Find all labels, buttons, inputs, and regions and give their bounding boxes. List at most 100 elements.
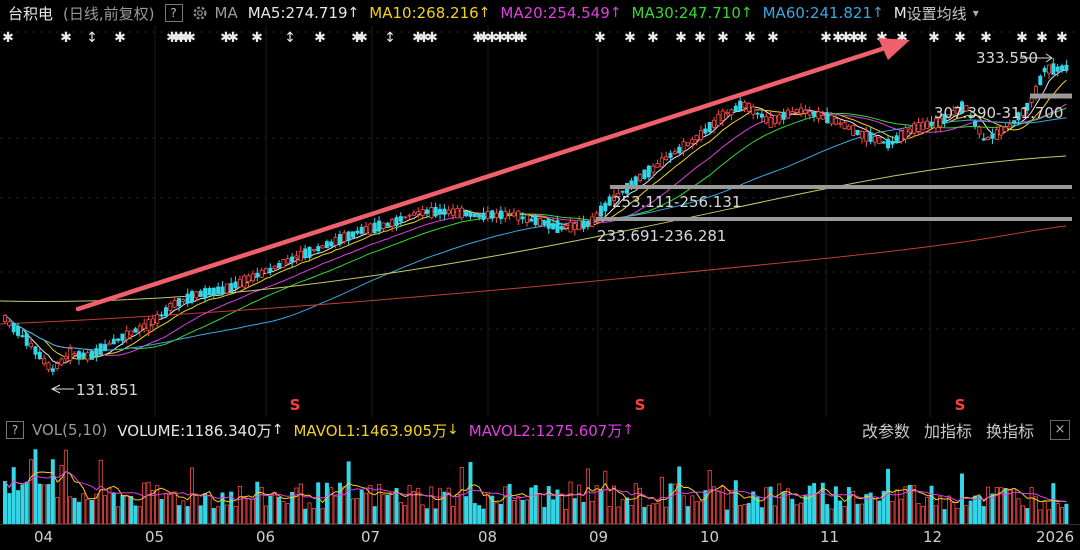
candle-body xyxy=(229,283,234,293)
volume-bar xyxy=(1051,483,1056,524)
volume-bar xyxy=(772,505,777,524)
volume-bar xyxy=(633,483,638,524)
candle-body xyxy=(638,174,643,181)
volume-ma-line xyxy=(4,470,1067,504)
volume-bar xyxy=(281,500,286,524)
volume-chart[interactable] xyxy=(0,443,1080,524)
volume-bar xyxy=(825,504,830,524)
candle-body xyxy=(333,237,338,246)
candle-body xyxy=(68,348,73,361)
volume-bar xyxy=(585,468,590,524)
x-tick-12: 12 xyxy=(923,528,943,546)
event-asterisk-icon: ✱ xyxy=(184,30,196,46)
candle-body xyxy=(620,190,625,193)
candle-body xyxy=(833,118,838,125)
candle-body xyxy=(651,165,656,173)
candle-body xyxy=(342,232,347,242)
volume-bar xyxy=(1060,507,1065,524)
candle-body xyxy=(999,126,1004,136)
candle-body xyxy=(190,291,195,303)
candle-body xyxy=(16,325,21,336)
candle-body xyxy=(433,206,438,217)
volume-bar xyxy=(272,491,277,524)
volume-bar xyxy=(603,470,608,524)
volume-bar xyxy=(385,494,390,524)
candle-body xyxy=(337,234,342,245)
candle-body xyxy=(481,212,486,220)
candle-body xyxy=(577,219,582,231)
volume-bar xyxy=(655,502,660,524)
event-asterisk-icon: ↕ xyxy=(86,30,98,46)
volume-bar xyxy=(203,493,208,524)
candle-body xyxy=(220,286,225,294)
settings-ma-button[interactable]: 设置均线 xyxy=(906,4,967,23)
candle-body xyxy=(94,348,99,357)
candle-body xyxy=(329,241,334,247)
volume-bar xyxy=(794,504,799,524)
volume-bar xyxy=(1025,508,1030,524)
volume-bar xyxy=(255,481,260,524)
volume-bar xyxy=(490,495,495,524)
candle-body xyxy=(411,212,416,216)
candle-body xyxy=(964,105,969,112)
volume-bar xyxy=(307,502,312,524)
candle-body xyxy=(990,133,995,139)
volume-bar xyxy=(329,487,334,524)
switch-indicator-button[interactable]: 换指标 xyxy=(985,422,1034,441)
candle-body xyxy=(842,122,847,130)
volume-bar xyxy=(163,492,168,524)
volume-bar xyxy=(324,482,329,524)
candle-body xyxy=(1020,108,1025,116)
help-icon[interactable]: ? xyxy=(164,4,183,22)
volume-bar xyxy=(572,498,577,524)
candle-body xyxy=(150,318,155,325)
volume-bar xyxy=(620,499,625,524)
volume-bar xyxy=(507,483,512,524)
volume-bar xyxy=(777,483,782,524)
candle-body xyxy=(725,112,730,115)
volume-bar xyxy=(303,508,308,524)
candle-body xyxy=(490,210,495,219)
volume-bar xyxy=(194,494,199,524)
volume-ma-line xyxy=(4,471,1067,502)
volume-bar xyxy=(433,508,438,524)
candle-body xyxy=(877,136,882,145)
volume-bar xyxy=(551,499,556,524)
x-tick-05: 05 xyxy=(145,528,165,546)
volume-bar xyxy=(498,503,503,524)
candle-body xyxy=(146,319,151,331)
gear-icon[interactable] xyxy=(191,4,209,22)
candle-body xyxy=(111,338,116,345)
vol-help-icon[interactable]: ? xyxy=(6,421,24,439)
add-indicator-button[interactable]: 加指标 xyxy=(923,422,972,441)
volume-bar xyxy=(694,501,699,524)
candle-body xyxy=(1038,75,1043,86)
volume-bar xyxy=(381,494,386,524)
candle-body xyxy=(116,338,121,341)
volume-bar xyxy=(568,481,573,524)
x-tick-08: 08 xyxy=(478,528,498,546)
edit-params-button[interactable]: 改参数 xyxy=(861,422,910,441)
vol-indicator-name[interactable]: VOL(5,10) xyxy=(32,421,108,439)
candle-body xyxy=(703,128,708,134)
volume-bar xyxy=(538,493,543,524)
volume-bar xyxy=(129,495,134,524)
settings-dropdown-icon[interactable]: ▾ xyxy=(972,6,979,20)
volume-bar xyxy=(907,484,912,524)
volume-header-bar: ? VOL(5,10) VOLUME:1186.340万 ↑ MAVOL1:14… xyxy=(0,417,1080,443)
price-chart[interactable]: ✱ ✱ ↕ ✱ ✱✱✱✱✱ ✱✱ ✱ ↕ ✱ ✱✱ ↕ ✱✱✱ ✱✱✱✱✱✱✱ ✱ ✱ ✱ ✱ ✱ ✱ ✱ ✱ ✱ ✱✱✱✱… xyxy=(0,26,1080,417)
close-panel-icon[interactable]: × xyxy=(1050,420,1070,440)
ma10-arrow-up-icon: ↑ xyxy=(478,5,491,21)
candle-body xyxy=(799,107,804,114)
candle-body xyxy=(542,220,547,226)
event-asterisk-icon: ✱ xyxy=(426,30,438,46)
candle-body xyxy=(777,114,782,124)
volume-bar xyxy=(642,506,647,524)
volume-bar xyxy=(181,500,186,524)
period-label[interactable]: (日线,前复权) xyxy=(63,4,155,23)
candle-body xyxy=(198,290,203,298)
volume-bar xyxy=(577,484,582,524)
volume-bar xyxy=(555,489,560,524)
event-asterisk-icon: ✱ xyxy=(166,30,178,46)
volume-bar xyxy=(316,482,321,524)
